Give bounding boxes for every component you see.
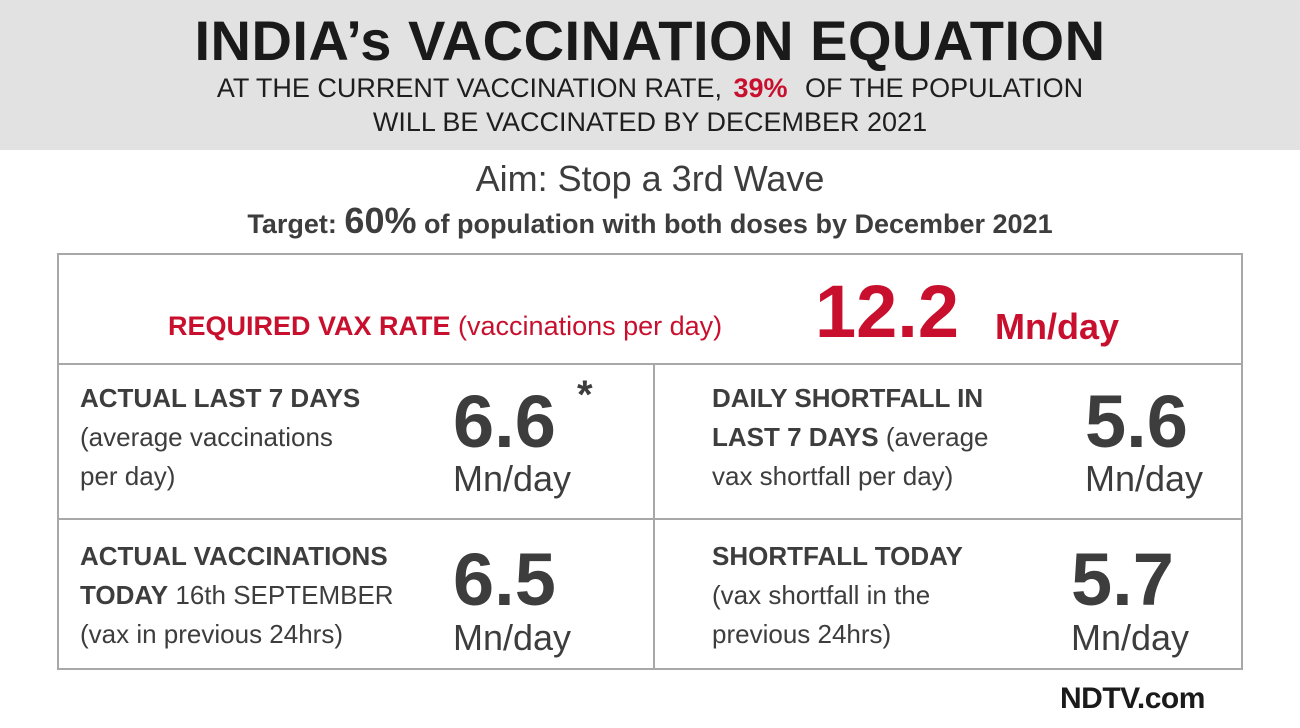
today-title-2: TODAY (80, 580, 169, 610)
shortfall-today-line3: previous 24hrs) (712, 619, 892, 649)
today-date: 16th SEPTEMBER (175, 580, 394, 610)
today-unit: Mn/day (453, 617, 572, 658)
target-suffix: of population with both doses by Decembe… (424, 209, 1053, 239)
required-rate-unit: Mn/day (995, 306, 1120, 347)
shortfall-today-line2: (vax shortfall in the (712, 580, 931, 610)
last7-line3: per day) (80, 461, 176, 491)
subtitle-highlight-percent: 39% (733, 73, 788, 103)
last7-value: 6.6 (453, 380, 556, 463)
today-description: ACTUAL VACCINATIONS TODAY 16th SEPTEMBER… (80, 537, 394, 654)
aim-statement: Aim: Stop a 3rd Wave (475, 158, 825, 199)
last7-title: ACTUAL LAST 7 DAYS (80, 383, 361, 413)
shortfall-today-unit: Mn/day (1071, 617, 1190, 658)
target-value: 60% (344, 200, 417, 241)
shortfall-today-value: 5.7 (1071, 538, 1174, 621)
page-title: INDIA’s VACCINATION EQUATION (194, 9, 1106, 72)
target-prefix: Target: (247, 209, 337, 239)
divider-horizontal-2 (59, 518, 1241, 520)
subtitle-line-1: AT THE CURRENT VACCINATION RATE, 39% OF … (0, 72, 1300, 104)
last7-unit: Mn/day (453, 458, 572, 499)
required-rate-note: (vaccinations per day) (458, 311, 723, 341)
required-rate-value: 12.2 (815, 270, 960, 353)
shortfall7-title-1: DAILY SHORTFALL IN (712, 383, 984, 413)
shortfall7-title-2-rest: (average (885, 422, 989, 452)
shortfall7-title-2: LAST 7 DAYS (712, 422, 879, 452)
shortfall7-value: 5.6 (1085, 380, 1188, 463)
last7-description: ACTUAL LAST 7 DAYS (average vaccinations… (80, 379, 360, 496)
shortfall7-unit: Mn/day (1085, 458, 1204, 499)
required-rate-label: REQUIRED VAX RATE (vaccinations per day) (168, 310, 722, 342)
today-value: 6.5 (453, 538, 556, 621)
today-line2: TODAY 16th SEPTEMBER (80, 576, 394, 615)
stats-table: REQUIRED VAX RATE (vaccinations per day)… (57, 253, 1243, 670)
subtitle-line-2: WILL BE VACCINATED BY DECEMBER 2021 (372, 107, 928, 137)
shortfall7-line2: LAST 7 DAYS (average (712, 418, 989, 457)
last7-line2: (average vaccinations (80, 422, 333, 452)
today-line3: (vax in previous 24hrs) (80, 619, 343, 649)
header-banner: INDIA’s VACCINATION EQUATION AT THE CURR… (0, 0, 1300, 150)
last7-footnote-star: * (577, 373, 593, 417)
target-statement: Target: 60% of population with both dose… (0, 201, 1300, 244)
today-title-1: ACTUAL VACCINATIONS (80, 541, 388, 571)
shortfall-today-title: SHORTFALL TODAY (712, 541, 963, 571)
divider-vertical (653, 363, 655, 668)
subtitle-text-before: AT THE CURRENT VACCINATION RATE, (216, 73, 722, 103)
shortfall-today-description: SHORTFALL TODAY (vax shortfall in the pr… (712, 537, 963, 654)
divider-horizontal-1 (59, 363, 1241, 365)
subtitle-text-after: OF THE POPULATION (805, 73, 1084, 103)
ndtv-logo: NDTV.com (1060, 682, 1205, 715)
shortfall7-description: DAILY SHORTFALL IN LAST 7 DAYS (average … (712, 379, 989, 496)
required-rate-title: REQUIRED VAX RATE (168, 311, 451, 341)
shortfall7-line3: vax shortfall per day) (712, 461, 954, 491)
